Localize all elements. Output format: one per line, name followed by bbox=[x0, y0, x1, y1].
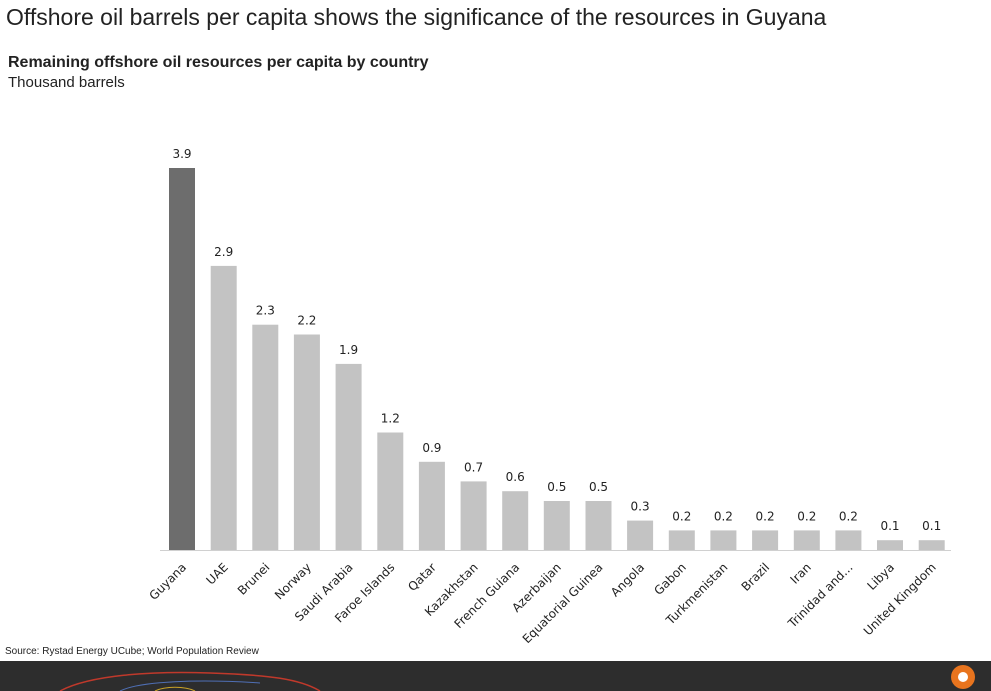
data-label-iran: 0.2 bbox=[797, 509, 816, 523]
data-label-saudi-arabia: 1.9 bbox=[339, 343, 358, 357]
rystad-logo-icon bbox=[951, 665, 975, 689]
x-tick-label-qatar: Qatar bbox=[405, 560, 439, 594]
data-label-gabon: 0.2 bbox=[672, 509, 691, 523]
x-tick-label-guyana: Guyana bbox=[146, 560, 189, 603]
bar-azerbaijan bbox=[543, 501, 570, 550]
bar-faroe-islands bbox=[377, 432, 404, 550]
bar-uae bbox=[210, 265, 237, 550]
bar-united-kingdom bbox=[918, 540, 945, 550]
bar-gabon bbox=[668, 530, 695, 550]
chart-title: Remaining offshore oil resources per cap… bbox=[8, 54, 429, 71]
slide-title: Offshore oil barrels per capita shows th… bbox=[6, 4, 827, 30]
data-label-faroe-islands: 1.2 bbox=[381, 412, 400, 426]
bar-chart: 3.9Guyana2.9UAE2.3Brunei2.2Norway1.9Saud… bbox=[146, 147, 951, 646]
footer-decoration bbox=[59, 671, 321, 691]
x-tick-label-gabon: Gabon bbox=[651, 560, 689, 598]
bar-norway bbox=[293, 334, 320, 550]
data-label-equatorial-guinea: 0.5 bbox=[589, 480, 608, 494]
data-label-trinidad-and: 0.2 bbox=[839, 509, 858, 523]
bar-french-guiana bbox=[502, 491, 529, 550]
data-label-norway: 2.2 bbox=[297, 314, 316, 328]
bar-angola bbox=[627, 520, 654, 550]
data-label-turkmenistan: 0.2 bbox=[714, 509, 733, 523]
x-tick-label-uae: UAE bbox=[204, 560, 231, 587]
x-tick-label-brunei: Brunei bbox=[235, 560, 273, 598]
bar-iran bbox=[793, 530, 820, 550]
data-label-uae: 2.9 bbox=[214, 245, 233, 259]
bar-kazakhstan bbox=[460, 481, 487, 550]
bar-saudi-arabia bbox=[335, 363, 362, 550]
x-tick-label-angola: Angola bbox=[608, 560, 647, 599]
data-label-united-kingdom: 0.1 bbox=[922, 519, 941, 533]
bar-libya bbox=[877, 540, 903, 550]
x-tick-label-equatorial-guinea: Equatorial Guinea bbox=[520, 560, 606, 646]
bar-guyana bbox=[169, 168, 195, 550]
footer-band bbox=[0, 661, 991, 691]
data-label-kazakhstan: 0.7 bbox=[464, 460, 483, 474]
x-tick-label-norway: Norway bbox=[272, 560, 314, 602]
chart-subtitle: Thousand barrels bbox=[8, 74, 125, 91]
data-label-angola: 0.3 bbox=[631, 500, 650, 514]
data-label-brunei: 2.3 bbox=[256, 304, 275, 318]
bar-brazil bbox=[752, 530, 779, 550]
bar-trinidad-and bbox=[835, 530, 862, 550]
source-note: Source: Rystad Energy UCube; World Popul… bbox=[5, 646, 259, 657]
x-tick-label-brazil: Brazil bbox=[739, 560, 773, 594]
data-label-guyana: 3.9 bbox=[172, 147, 191, 161]
data-label-qatar: 0.9 bbox=[422, 441, 441, 455]
data-label-brazil: 0.2 bbox=[756, 509, 775, 523]
data-label-french-guiana: 0.6 bbox=[506, 470, 525, 484]
bar-equatorial-guinea bbox=[585, 501, 612, 550]
bar-brunei bbox=[252, 324, 279, 550]
bar-turkmenistan bbox=[710, 530, 737, 550]
x-tick-label-iran: Iran bbox=[787, 560, 813, 586]
bar-qatar bbox=[418, 461, 445, 550]
data-label-libya: 0.1 bbox=[880, 519, 899, 533]
data-label-azerbaijan: 0.5 bbox=[547, 480, 566, 494]
x-tick-label-libya: Libya bbox=[865, 560, 898, 593]
x-tick-label-united-kingdom: United Kingdom bbox=[861, 560, 939, 638]
